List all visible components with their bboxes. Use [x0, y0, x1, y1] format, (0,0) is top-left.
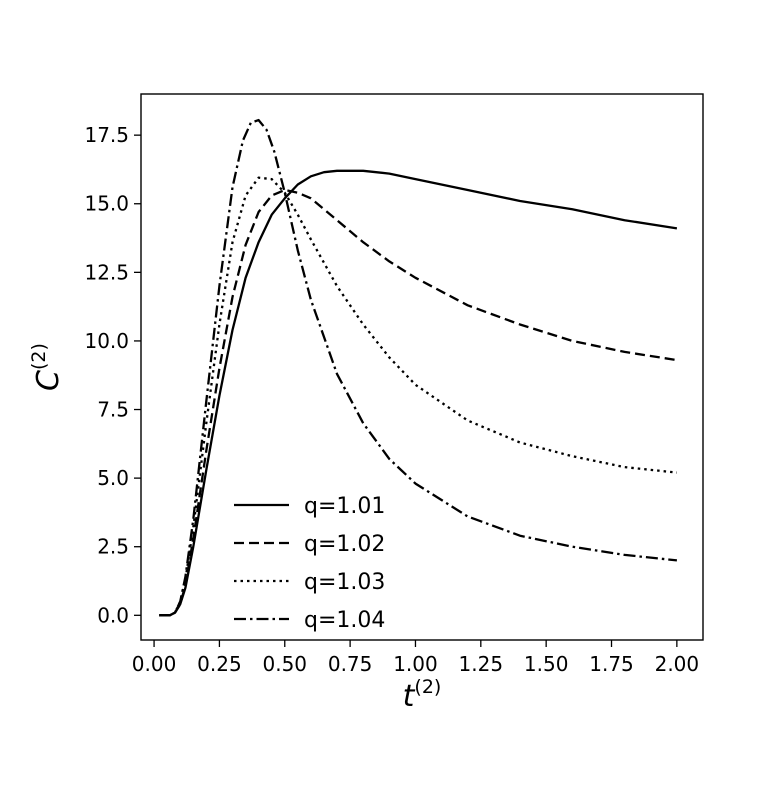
- y-tick-label: 10.0: [84, 329, 129, 353]
- x-axis: 0.00 0.25 0.50 0.75 1.00 1.25 1.50 1.75 2.00: [132, 640, 699, 676]
- y-tick-label: 0.0: [97, 603, 129, 627]
- y-tick-label: 7.5: [97, 398, 129, 422]
- x-tick-label: 1.00: [393, 652, 438, 676]
- x-tick-label: 0.00: [132, 652, 177, 676]
- legend-label: q=1.04: [304, 608, 385, 633]
- y-tick-label: 17.5: [84, 123, 129, 147]
- y-axis-title: C(2): [28, 343, 66, 391]
- x-tick-label: 1.50: [524, 652, 569, 676]
- series-line-q-1-04: [159, 118, 678, 617]
- series-line-q-1-01: [159, 169, 678, 617]
- y-tick-label: 15.0: [84, 192, 129, 216]
- y-axis-title-main: C: [31, 370, 66, 391]
- x-tick-label: 1.25: [459, 652, 504, 676]
- x-axis-title-main: t: [403, 679, 416, 714]
- x-tick-label: 0.50: [263, 652, 308, 676]
- y-tick-label: 2.5: [97, 535, 129, 559]
- legend-label: q=1.03: [304, 570, 385, 595]
- series-line-q-1-02: [159, 188, 678, 617]
- x-axis-title-superscript: (2): [414, 676, 441, 698]
- x-axis-title: t(2): [403, 676, 442, 714]
- legend-label: q=1.01: [304, 494, 385, 519]
- y-tick-label: 12.5: [84, 260, 129, 284]
- plot-area-frame: [140, 93, 704, 641]
- x-tick-label: 1.75: [589, 652, 634, 676]
- legend-label: q=1.02: [304, 532, 385, 557]
- y-axis: 0.0 2.5 5.0 7.5 10.0 12.5 15.0 17.5: [84, 123, 141, 627]
- x-tick-label: 2.00: [655, 652, 700, 676]
- y-axis-title-superscript: (2): [28, 343, 50, 370]
- series-lines: [159, 118, 678, 617]
- y-tick-label: 5.0: [97, 466, 129, 490]
- legend: q=1.01 q=1.02 q=1.03 q=1.04: [234, 494, 385, 633]
- x-tick-label: 0.75: [328, 652, 373, 676]
- series-line-q-1-03: [159, 176, 678, 617]
- x-tick-label: 0.25: [197, 652, 242, 676]
